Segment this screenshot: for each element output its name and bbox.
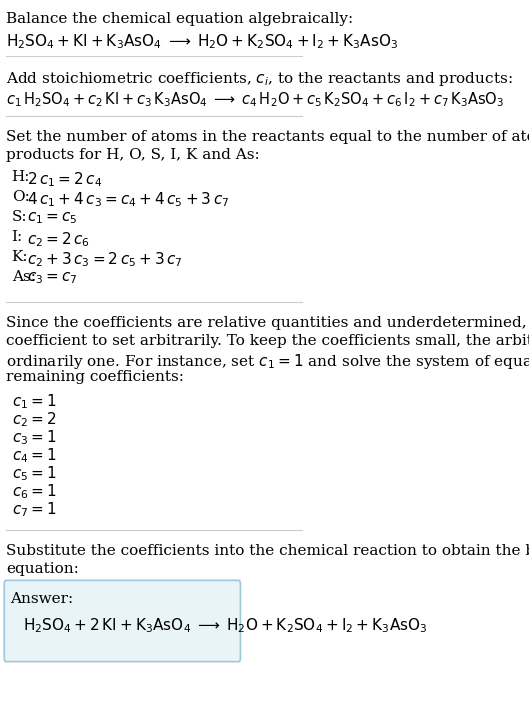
Text: ordinarily one. For instance, set $c_1 = 1$ and solve the system of equations fo: ordinarily one. For instance, set $c_1 =… [6,352,529,371]
Text: H:: H: [12,170,30,184]
Text: $c_6 = 1$: $c_6 = 1$ [12,482,56,501]
Text: $c_4 = 1$: $c_4 = 1$ [12,446,56,465]
Text: $c_7 = 1$: $c_7 = 1$ [12,500,56,518]
Text: $\mathrm{H_2SO_4 + 2\,KI + K_3AsO_4 \;\longrightarrow\; H_2O + K_2SO_4 + I_2 + K: $\mathrm{H_2SO_4 + 2\,KI + K_3AsO_4 \;\l… [23,616,428,635]
Text: $c_1\,\mathrm{H_2SO_4} + c_2\,\mathrm{KI} + c_3\,\mathrm{K_3AsO_4} \;\longrighta: $c_1\,\mathrm{H_2SO_4} + c_2\,\mathrm{KI… [6,90,504,109]
Text: I:: I: [12,230,23,244]
Text: S:: S: [12,210,28,224]
Text: remaining coefficients:: remaining coefficients: [6,370,184,384]
Text: $c_2 = 2$: $c_2 = 2$ [12,410,56,429]
Text: As:: As: [12,270,35,284]
Text: Balance the chemical equation algebraically:: Balance the chemical equation algebraica… [6,12,353,26]
Text: $c_1 = c_5$: $c_1 = c_5$ [27,210,77,225]
Text: $4\,c_1 + 4\,c_3 = c_4 + 4\,c_5 + 3\,c_7$: $4\,c_1 + 4\,c_3 = c_4 + 4\,c_5 + 3\,c_7… [27,190,229,209]
Text: $c_2 + 3\,c_3 = 2\,c_5 + 3\,c_7$: $c_2 + 3\,c_3 = 2\,c_5 + 3\,c_7$ [27,250,183,269]
Text: Substitute the coefficients into the chemical reaction to obtain the balanced: Substitute the coefficients into the che… [6,544,529,558]
Text: products for H, O, S, I, K and As:: products for H, O, S, I, K and As: [6,148,260,162]
Text: Add stoichiometric coefficients, $c_i$, to the reactants and products:: Add stoichiometric coefficients, $c_i$, … [6,70,513,88]
Text: $\mathrm{H_2SO_4 + KI + K_3AsO_4 \;\longrightarrow\; H_2O + K_2SO_4 + I_2 + K_3A: $\mathrm{H_2SO_4 + KI + K_3AsO_4 \;\long… [6,32,398,51]
Text: $c_5 = 1$: $c_5 = 1$ [12,464,56,483]
Text: K:: K: [12,250,28,264]
Text: coefficient to set arbitrarily. To keep the coefficients small, the arbitrary va: coefficient to set arbitrarily. To keep … [6,334,529,348]
Text: equation:: equation: [6,562,79,576]
Text: $c_1 = 1$: $c_1 = 1$ [12,392,56,411]
Text: $c_3 = c_7$: $c_3 = c_7$ [27,270,77,286]
Text: Answer:: Answer: [11,592,74,606]
FancyBboxPatch shape [4,580,240,662]
Text: Set the number of atoms in the reactants equal to the number of atoms in the: Set the number of atoms in the reactants… [6,130,529,144]
Text: $2\,c_1 = 2\,c_4$: $2\,c_1 = 2\,c_4$ [27,170,102,189]
Text: Since the coefficients are relative quantities and underdetermined, choose a: Since the coefficients are relative quan… [6,316,529,330]
Text: $c_2 = 2\,c_6$: $c_2 = 2\,c_6$ [27,230,90,249]
Text: $c_3 = 1$: $c_3 = 1$ [12,428,56,446]
Text: O:: O: [12,190,30,204]
